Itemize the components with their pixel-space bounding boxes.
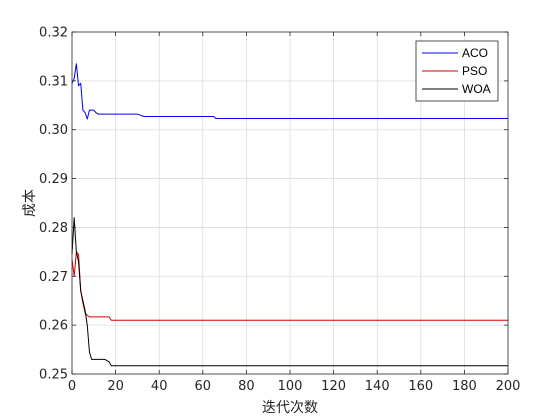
y-tick-label: 0.25 <box>39 368 68 383</box>
y-tick-label: 0.30 <box>39 123 68 138</box>
series-line-aco <box>71 63 508 120</box>
x-tick-label: 60 <box>195 379 212 394</box>
y-tick-label: 0.28 <box>39 221 68 236</box>
ticks: 0 20 40 60 80 100 120 140 160 180 200 0.25 0.26 0.27 0… <box>39 26 520 395</box>
y-tick-label: 0.26 <box>39 319 68 334</box>
x-tick-label: 120 <box>321 379 346 394</box>
legend-label-woa: WOA <box>462 82 491 96</box>
x-tick-label: 160 <box>408 379 433 394</box>
x-tick-label: 140 <box>365 379 390 394</box>
x-tick-label: 40 <box>151 379 168 394</box>
y-tick-label: 0.31 <box>39 74 68 89</box>
x-tick-label: 100 <box>278 379 303 394</box>
x-tick-label: 0 <box>68 379 76 394</box>
y-tick-label: 0.32 <box>39 26 68 41</box>
series-layer <box>71 63 508 367</box>
legend-label-aco: ACO <box>462 46 488 60</box>
x-tick-label: 80 <box>238 379 255 394</box>
y-tick-label: 0.27 <box>39 270 68 285</box>
series-line-woa <box>71 217 508 367</box>
legend: ACO PSO WOA <box>415 40 499 102</box>
series-line-pso <box>71 251 508 321</box>
y-tick-label: 0.29 <box>39 172 68 187</box>
x-tick-label: 180 <box>452 379 477 394</box>
x-tick-label: 20 <box>107 379 124 394</box>
x-axis-label: 迭代次数 <box>262 400 318 416</box>
legend-label-pso: PSO <box>462 64 487 78</box>
y-axis-label: 成本 <box>22 189 38 217</box>
x-tick-label: 200 <box>496 379 521 394</box>
